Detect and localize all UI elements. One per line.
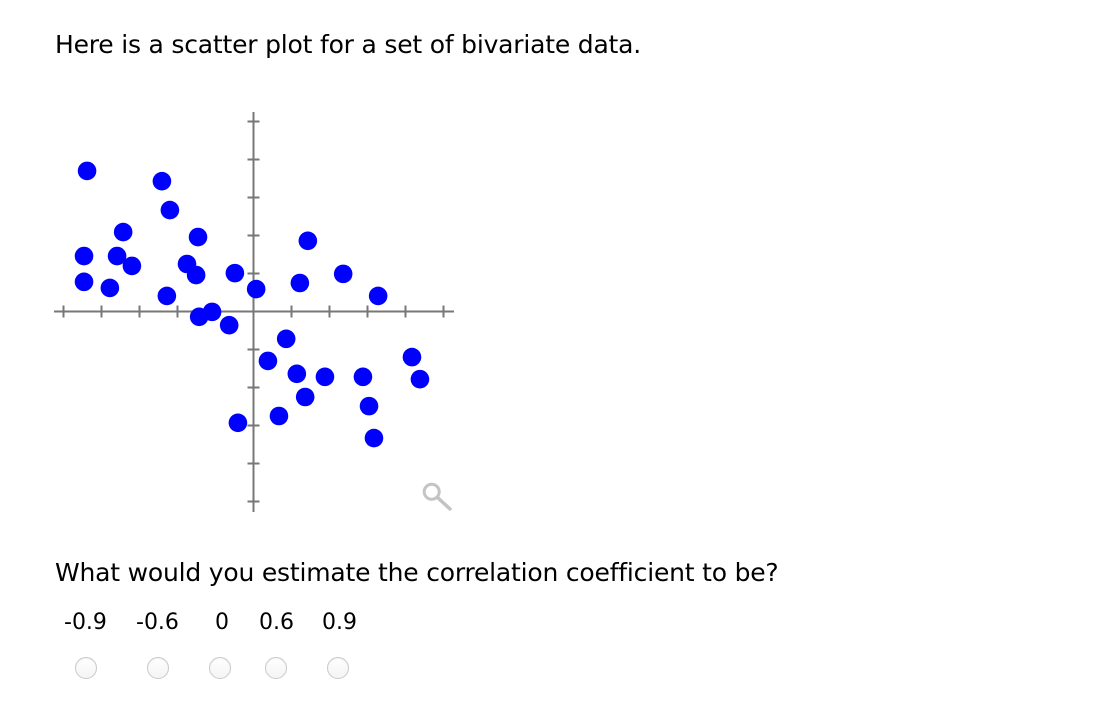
- data-point: [368, 286, 388, 306]
- data-point: [258, 351, 278, 371]
- data-point: [189, 307, 209, 327]
- prompt-text: Here is a scatter plot for a set of biva…: [55, 30, 642, 59]
- choice-label-neg-0-6: -0.6: [136, 610, 179, 635]
- radio-0[interactable]: [209, 657, 231, 679]
- radio-neg-0-6[interactable]: [147, 657, 169, 679]
- magnifier-icon: [422, 482, 452, 511]
- data-point: [290, 273, 310, 293]
- data-point: [287, 364, 307, 384]
- data-point: [152, 171, 172, 191]
- data-point: [353, 367, 373, 387]
- scatter-plot: [54, 112, 454, 512]
- data-point: [100, 278, 120, 298]
- data-point: [160, 200, 180, 220]
- data-point: [113, 222, 133, 242]
- choice-label-0: 0: [215, 610, 229, 635]
- data-point: [402, 347, 422, 367]
- data-point: [74, 272, 94, 292]
- radio-0-6[interactable]: [265, 657, 287, 679]
- data-point: [74, 246, 94, 266]
- data-point: [188, 227, 208, 247]
- data-point: [269, 406, 289, 426]
- data-point: [298, 231, 318, 251]
- choice-label-0-9: 0.9: [322, 610, 357, 635]
- data-point: [157, 286, 177, 306]
- data-point: [276, 329, 296, 349]
- question-text: What would you estimate the correlation …: [55, 558, 779, 587]
- axes: [54, 112, 454, 512]
- data-point: [295, 387, 315, 407]
- data-points: [74, 161, 430, 448]
- choice-label-neg-0-9: -0.9: [64, 610, 107, 635]
- choice-label-0-6: 0.6: [259, 610, 294, 635]
- data-point: [122, 256, 142, 276]
- data-point: [333, 264, 353, 284]
- data-point: [219, 315, 239, 335]
- data-point: [225, 263, 245, 283]
- radio-neg-0-9[interactable]: [75, 657, 97, 679]
- data-point: [364, 428, 384, 448]
- scatter-plot-svg: [54, 112, 454, 512]
- zoom-button[interactable]: [419, 478, 455, 514]
- data-point: [315, 367, 335, 387]
- data-point: [186, 265, 206, 285]
- data-point: [359, 396, 379, 416]
- data-point: [246, 279, 266, 299]
- data-point: [228, 413, 248, 433]
- data-point: [77, 161, 97, 181]
- radio-0-9[interactable]: [327, 657, 349, 679]
- data-point: [107, 246, 127, 266]
- data-point: [410, 369, 430, 389]
